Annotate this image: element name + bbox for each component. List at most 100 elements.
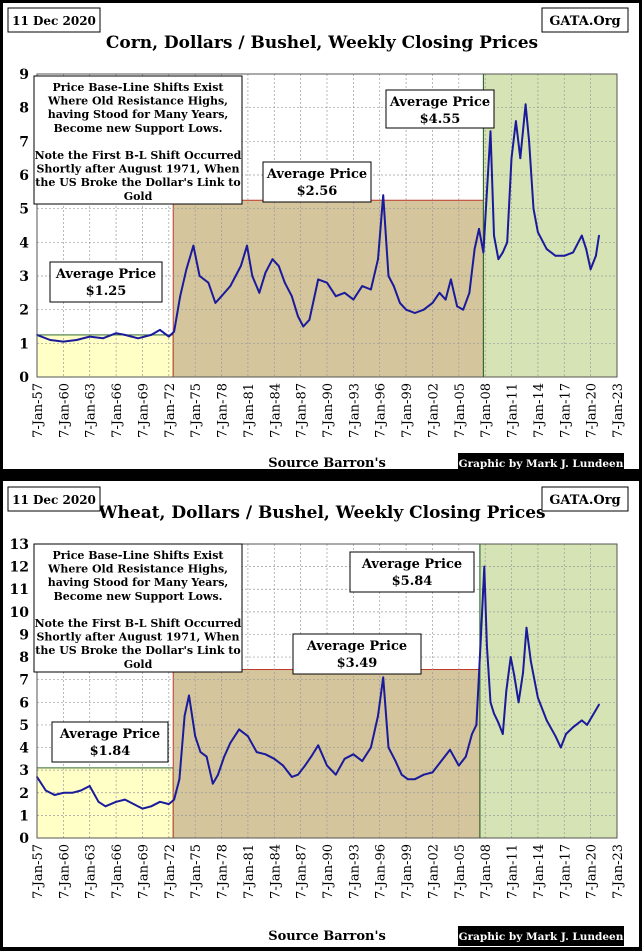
data-point (595, 254, 597, 257)
data-point (211, 782, 214, 785)
data-point (104, 805, 107, 808)
note-line: Price Base-Line Shifts Exist (52, 81, 224, 94)
data-point (326, 281, 328, 284)
plot-border (36, 543, 618, 839)
data-point (497, 258, 500, 261)
data-point (179, 295, 182, 298)
data-point (565, 733, 567, 735)
y-tick-label: 8 (19, 101, 29, 117)
x-tick-label: 7-Jan-60 (57, 844, 72, 899)
note-line: Note the First B-L Shift Occurred (35, 149, 242, 162)
data-point (123, 334, 126, 336)
data-point (598, 703, 600, 706)
data-point (413, 778, 416, 781)
data-point (545, 248, 548, 250)
date-tag-box (7, 7, 101, 33)
data-point (49, 339, 52, 341)
data-point (510, 157, 513, 160)
data-point (370, 288, 372, 291)
data-point (264, 271, 267, 274)
x-tick-label: 7-Jan-96 (374, 844, 389, 899)
data-point (334, 295, 337, 298)
site-tag: GATA.Org (549, 14, 620, 29)
y-tick-label: 1 (19, 808, 29, 824)
data-point (310, 755, 313, 758)
data-point (479, 638, 482, 640)
data-point (317, 278, 320, 281)
x-tick-label: 7-Jan-23 (611, 844, 626, 899)
data-point (297, 315, 299, 318)
average-label-box (385, 89, 495, 129)
data-point (173, 330, 175, 333)
data-point (271, 258, 274, 261)
data-point (317, 744, 320, 747)
data-point (475, 724, 478, 726)
note-line: Where Old Resistance Highs, (47, 563, 228, 576)
note-line: the US Broke the Dollar's Link to (35, 644, 240, 657)
data-point (62, 791, 65, 794)
credit-text: Graphic by Mark J. Lundeen (459, 931, 624, 943)
data-point (264, 753, 267, 756)
data-point (524, 103, 527, 106)
average-value: $1.25 (86, 284, 127, 299)
y-tick-label: 3 (19, 763, 29, 779)
note-line: Price Base-Line Shifts Exist (52, 549, 224, 562)
data-point (382, 194, 385, 197)
data-point (554, 254, 557, 257)
data-point (563, 254, 566, 257)
site-tag: GATA.Org (549, 493, 620, 508)
x-tick-label: 7-Jan-96 (374, 383, 389, 438)
x-tick-label: 7-Jan-87 (295, 844, 310, 899)
x-tick-label: 7-Jan-78 (216, 383, 231, 438)
data-point (387, 275, 390, 277)
data-point (273, 757, 276, 760)
data-point (532, 207, 535, 210)
note-line: Gold (124, 190, 153, 203)
y-tick-label: 3 (19, 269, 29, 285)
data-point (456, 305, 458, 308)
data-point (192, 244, 195, 247)
data-point (501, 733, 504, 735)
note-line: Become new Support Lows. (53, 590, 222, 603)
data-point (598, 234, 600, 237)
data-point (559, 746, 562, 749)
y-tick-label: 6 (19, 168, 29, 184)
x-tick-label: 7-Jan-99 (400, 383, 415, 438)
data-point (370, 746, 372, 749)
data-point (352, 753, 355, 756)
average-value: $5.84 (392, 574, 433, 589)
chart-title: Wheat, Dollars / Bushel, Weekly Closing … (97, 503, 545, 523)
y-tick-label: 9 (19, 627, 29, 643)
data-point (304, 764, 306, 767)
x-tick-label: 7-Jan-81 (242, 844, 257, 899)
data-point (377, 714, 379, 717)
x-tick-label: 7-Jan-23 (611, 383, 626, 438)
data-point (312, 298, 315, 301)
x-tick-label: 7-Jan-81 (242, 383, 257, 438)
y-tick-label: 5 (19, 718, 29, 734)
x-tick-label: 7-Jan-87 (295, 383, 310, 438)
data-point (102, 337, 104, 340)
data-point (464, 755, 467, 758)
x-tick-label: 7-Jan-90 (321, 383, 336, 438)
average-label: Average Price (361, 557, 462, 572)
data-point (150, 334, 153, 336)
average-label-box (262, 161, 372, 203)
note-line: Where Old Resistance Highs, (47, 95, 228, 108)
average-label-box (49, 261, 163, 303)
data-point (572, 251, 574, 254)
x-tick-label: 7-Jan-17 (558, 383, 573, 438)
data-point (223, 755, 226, 758)
average-region-2 (479, 543, 618, 839)
data-point (361, 760, 364, 763)
data-point (205, 755, 208, 758)
note-line: Shortly after August 1971, When (36, 631, 239, 644)
average-region-1 (172, 669, 481, 839)
data-point (438, 291, 441, 294)
data-point (400, 773, 403, 776)
x-tick-label: 7-Jan-78 (216, 844, 231, 899)
data-point (297, 773, 299, 776)
x-tick-label: 7-Jan-08 (479, 383, 494, 438)
y-tick-label: 0 (19, 370, 29, 386)
